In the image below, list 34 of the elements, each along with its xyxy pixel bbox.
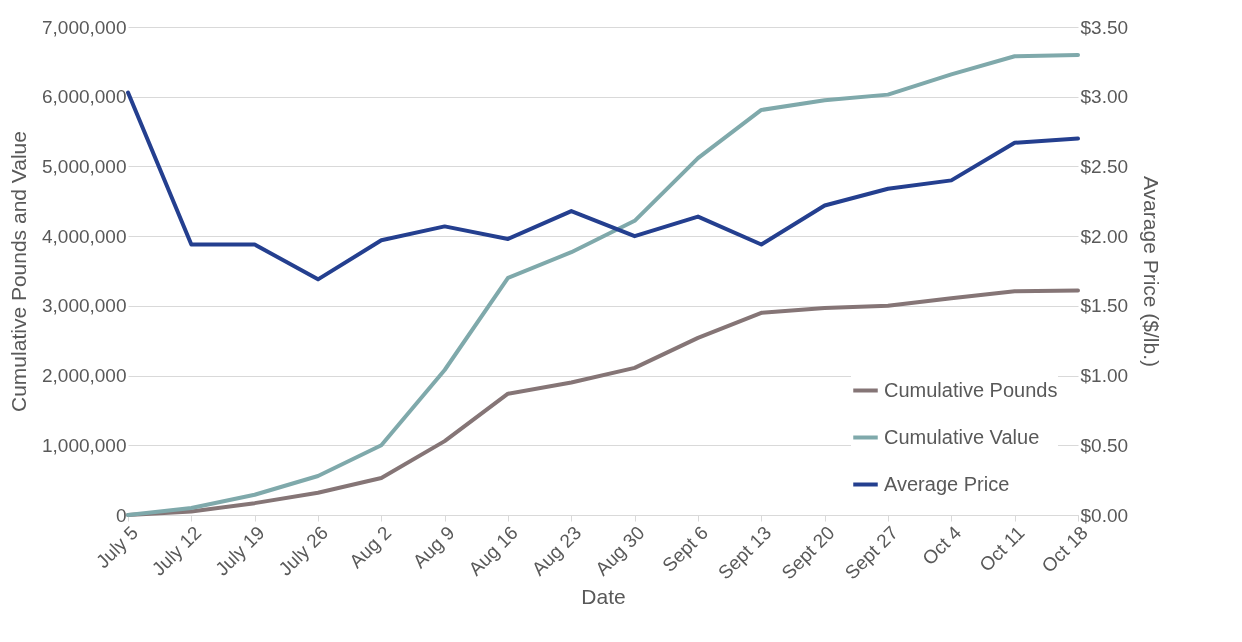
y2-tick-label: $1.00 [1080,365,1129,387]
y2-tick-label: $3.00 [1080,86,1129,108]
legend-label: Cumulative Pounds [884,378,1058,401]
line-series [126,52,1080,517]
x-tick-label: Oct 11 [975,522,1029,576]
y2-tick-label: $1.50 [1080,295,1129,317]
x-tick-label: July 26 [274,522,332,580]
x-tick-label: Aug 9 [408,522,459,573]
y-tick-label: 3,000,000 [41,295,127,317]
legend-label: Cumulative Value [884,425,1040,448]
x-tick-label: Aug 16 [464,522,522,580]
legend-label: Average Price [884,472,1010,495]
x-tick-label: Oct 4 [918,521,966,570]
line-series [126,288,1080,517]
x-tick-label: Aug 2 [345,522,396,573]
y-tick-label: 6,000,000 [41,86,127,108]
y2-tick-label: $3.50 [1080,16,1129,38]
y-tick-label: 1,000,000 [41,434,127,456]
x-tick-label: July 12 [147,522,206,580]
x-tick-label: July 19 [211,522,269,580]
y-tick-label: 5,000,000 [41,155,127,177]
y2-tick-label: $0.50 [1080,434,1129,456]
y-tick-label: 7,000,000 [41,16,127,38]
y-tick-label: 4,000,000 [41,225,127,247]
y2-tick-label: $2.50 [1080,155,1129,177]
y-axis-title: Cumulative Pounds and Value [6,131,30,412]
y-tick-label: 2,000,000 [41,365,127,387]
x-tick-label: Aug 23 [527,522,586,580]
x-tick-label: Aug 30 [591,522,649,580]
y2-tick-label: $2.00 [1080,225,1129,247]
x-axis-title: Date [581,585,626,609]
y2-axis-title: Avarage Price ($/lb.) [1140,175,1164,368]
line-series [126,90,1080,282]
y2-tick-label: $0.00 [1080,504,1129,526]
